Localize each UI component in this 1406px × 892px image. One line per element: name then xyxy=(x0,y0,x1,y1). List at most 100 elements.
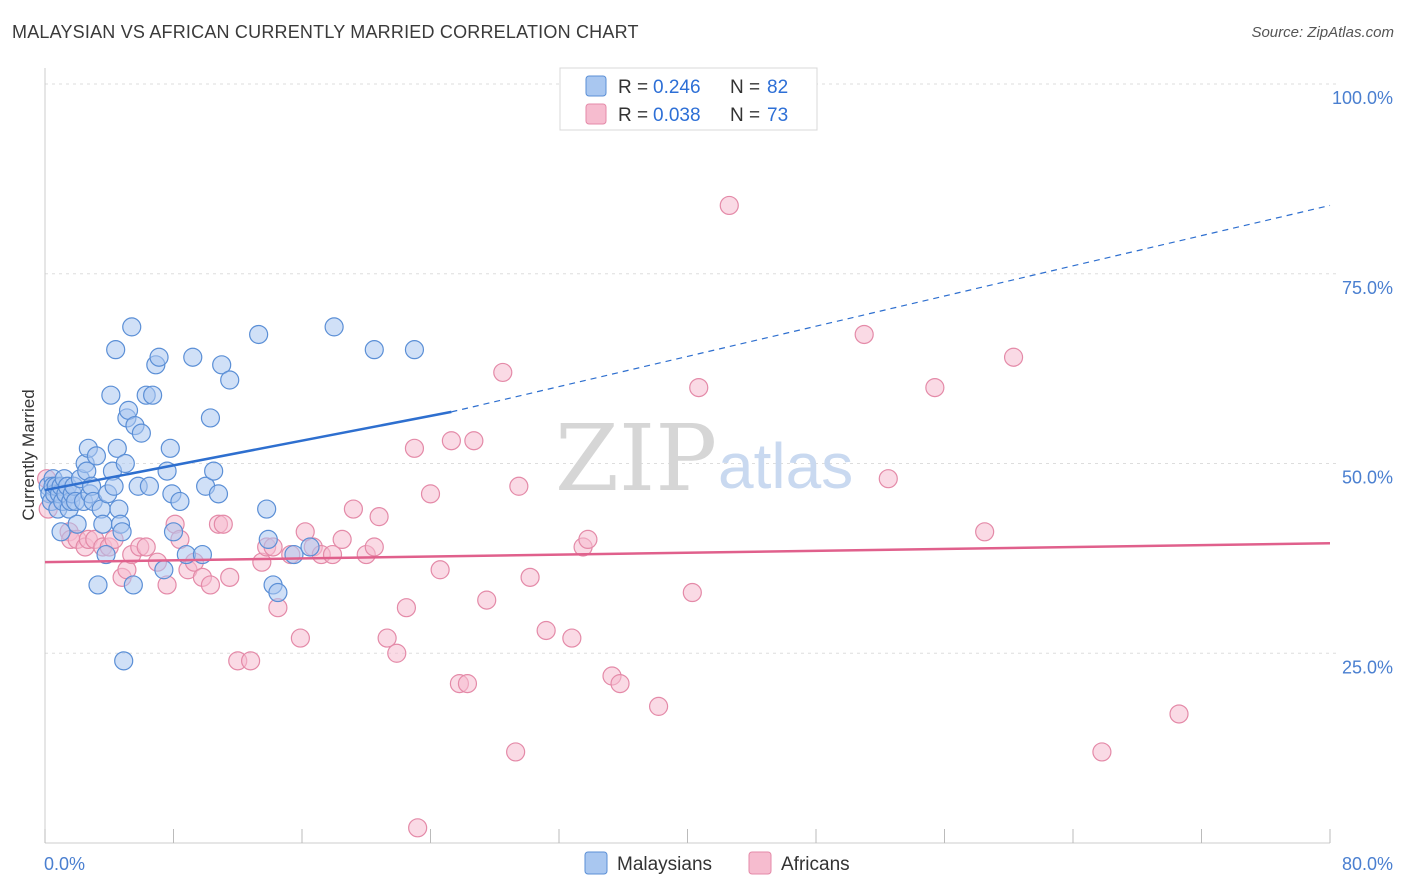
malaysian-point-34 xyxy=(101,385,121,405)
african-point-71 xyxy=(975,522,995,542)
legend-r-label-1: R = xyxy=(618,77,648,98)
malaysian-point-78 xyxy=(324,317,344,337)
bottom-legend-swatch-malaysians xyxy=(584,851,608,875)
x-tick-label-max: 80.0% xyxy=(1342,854,1393,874)
legend-n-label-1: N = xyxy=(730,77,760,98)
y-tick-label-25: 25.0% xyxy=(1342,657,1393,677)
african-point-66 xyxy=(689,378,709,398)
malaysian-point-50 xyxy=(131,423,151,443)
malaysian-point-53 xyxy=(143,385,163,405)
y-tick-label-100: 100.0% xyxy=(1332,88,1393,108)
african-point-72 xyxy=(1003,347,1024,367)
malaysian-point-28 xyxy=(86,446,107,466)
african-point-52 xyxy=(457,674,478,694)
bottom-legend-label-africans: Africans xyxy=(781,854,850,875)
malaysian-point-29 xyxy=(88,575,108,595)
african-point-40 xyxy=(343,499,363,519)
malaysian-point-42 xyxy=(114,651,134,671)
malaysian-point-56 xyxy=(154,560,174,580)
malaysian-point-43 xyxy=(115,453,135,474)
african-point-46 xyxy=(396,598,417,618)
malaysian-point-60 xyxy=(163,522,184,542)
african-point-58 xyxy=(536,620,556,641)
malaysian-point-70 xyxy=(220,370,240,390)
african-point-28 xyxy=(241,651,261,671)
malaysian-point-68 xyxy=(208,484,229,504)
malaysian-point-37 xyxy=(106,340,126,360)
african-point-50 xyxy=(441,431,461,451)
legend-r-value-1: 0.246 xyxy=(653,77,701,98)
african-point-42 xyxy=(364,537,384,557)
african-point-63 xyxy=(610,674,630,694)
malaysian-point-47 xyxy=(123,575,143,595)
legend-n-label-2: N = xyxy=(730,105,760,126)
african-point-75 xyxy=(506,742,526,762)
malaysian-point-77 xyxy=(300,537,320,557)
african-point-68 xyxy=(854,324,874,345)
legend-n-value-2: 73 xyxy=(767,105,788,126)
african-point-74 xyxy=(1169,704,1189,724)
legend-r-label-2: R = xyxy=(618,105,648,126)
trend-lines xyxy=(44,204,1331,564)
african-point-26 xyxy=(220,567,240,587)
african-point-69 xyxy=(878,469,898,489)
legend-swatch-africans xyxy=(585,103,607,125)
malaysian-point-69 xyxy=(212,355,232,375)
watermark-zip: ZIP xyxy=(555,405,717,512)
y-tick-label-75: 75.0% xyxy=(1342,278,1393,298)
bottom-legend-label-malaysians: Malaysians xyxy=(617,854,712,875)
african-point-61 xyxy=(578,529,598,550)
malaysian-point-80 xyxy=(404,340,425,360)
legend-r-value-2: 0.038 xyxy=(653,105,701,126)
series-malaysians xyxy=(38,317,425,671)
african-point-25 xyxy=(213,514,233,534)
malaysian-point-75 xyxy=(268,582,288,603)
malaysian-point-63 xyxy=(183,347,203,367)
african-point-39 xyxy=(332,529,352,550)
african-point-53 xyxy=(464,431,484,451)
african-point-55 xyxy=(493,362,513,383)
watermark: ZIP atlas xyxy=(555,405,853,512)
african-point-76 xyxy=(404,438,425,458)
malaysian-trend-line-extrapolated xyxy=(451,204,1331,413)
african-point-43 xyxy=(369,507,389,527)
african-point-44 xyxy=(377,628,397,648)
african-point-47 xyxy=(408,818,428,838)
y-tick-labels: 25.0% 50.0% 75.0% 100.0% xyxy=(1332,88,1393,677)
african-point-34 xyxy=(290,628,310,648)
african-trend-line xyxy=(44,541,1331,564)
african-point-48 xyxy=(420,484,441,504)
chart-title: MALAYSIAN VS AFRICAN CURRENTLY MARRIED C… xyxy=(12,22,639,42)
african-point-70 xyxy=(925,378,945,398)
series-africans xyxy=(37,195,1189,838)
malaysian-point-79 xyxy=(364,340,384,360)
x-tick-label-min: 0.0% xyxy=(44,854,85,874)
legend-swatch-malaysians xyxy=(585,75,607,97)
malaysian-point-72 xyxy=(257,499,277,519)
african-point-57 xyxy=(520,567,540,587)
african-point-67 xyxy=(719,195,739,216)
malaysian-point-55 xyxy=(149,347,169,367)
bottom-legend-swatch-africans xyxy=(748,851,772,875)
malaysian-point-41 xyxy=(112,522,132,542)
y-axis-label: Currently Married xyxy=(19,389,38,520)
african-point-15 xyxy=(136,537,156,557)
malaysian-point-31 xyxy=(93,514,113,534)
malaysian-point-19 xyxy=(67,514,87,534)
malaysian-point-73 xyxy=(258,529,278,550)
watermark-atlas: atlas xyxy=(718,430,853,502)
grid-lines xyxy=(45,83,1340,654)
axes xyxy=(44,68,1331,844)
legend-n-value-1: 82 xyxy=(767,77,788,98)
y-tick-label-50: 50.0% xyxy=(1342,468,1393,488)
malaysian-point-61 xyxy=(170,491,190,512)
malaysian-point-52 xyxy=(139,476,160,496)
malaysian-point-71 xyxy=(249,324,269,345)
malaysian-point-36 xyxy=(104,476,124,496)
malaysian-point-67 xyxy=(204,461,224,481)
african-point-65 xyxy=(682,582,702,603)
malaysian-point-38 xyxy=(107,438,127,458)
malaysian-trend-line xyxy=(44,410,452,492)
african-point-49 xyxy=(430,560,450,580)
